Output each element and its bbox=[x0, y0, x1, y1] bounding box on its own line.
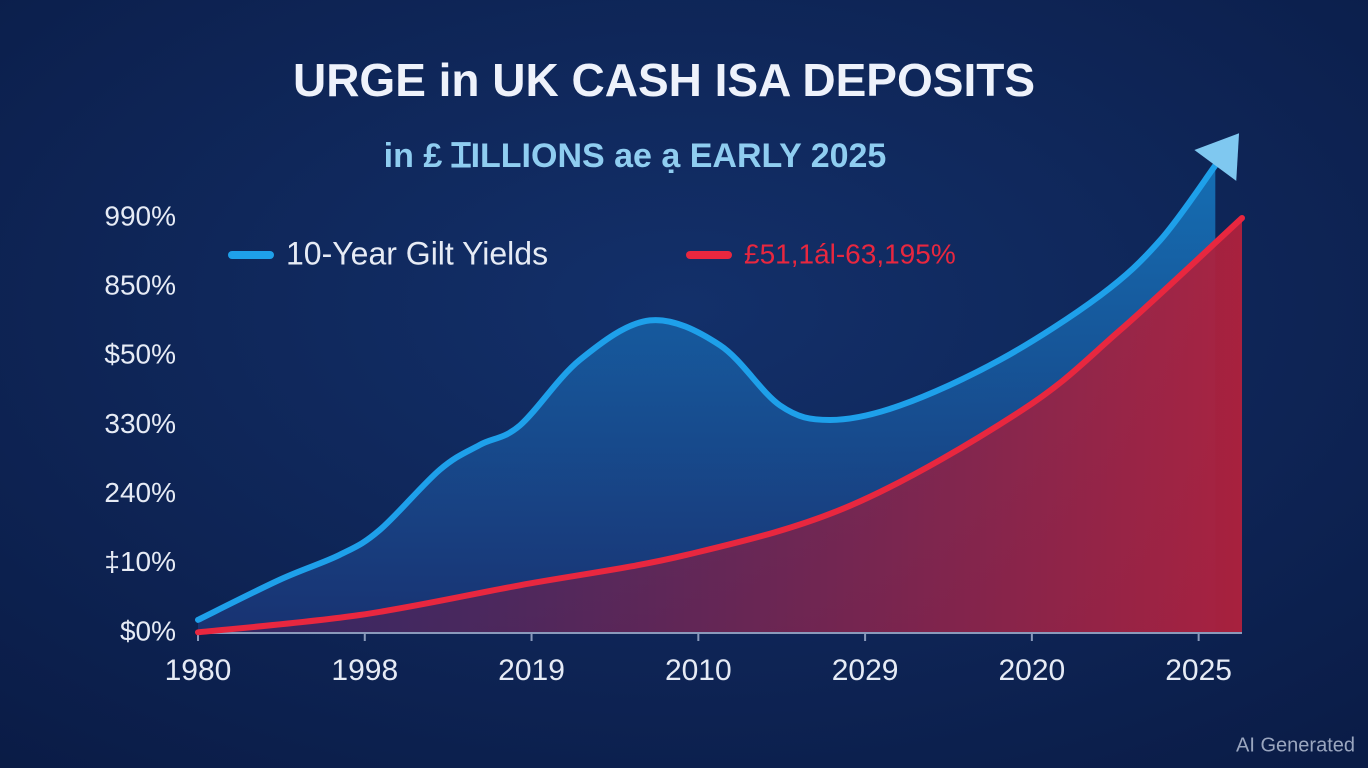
y-tick-label: $0% bbox=[120, 615, 176, 646]
watermark: AI Generated bbox=[1236, 734, 1355, 756]
x-tick-label: 2010 bbox=[665, 654, 732, 687]
x-tick-label: 2029 bbox=[832, 654, 899, 687]
y-tick-label: ‡10% bbox=[104, 546, 176, 577]
y-tick-label: 990% bbox=[104, 200, 176, 231]
chart-title: URGE in UK CASH ISA DEPOSITS bbox=[293, 54, 1035, 106]
y-tick-label: 330% bbox=[104, 408, 176, 439]
arrow-head bbox=[1194, 133, 1240, 181]
series-line bbox=[195, 215, 1245, 636]
x-tick-label: 2020 bbox=[998, 654, 1065, 687]
x-tick-label: 1998 bbox=[331, 654, 398, 687]
x-tick-label: 2025 bbox=[1165, 654, 1232, 687]
legend-label: 10-Year Gilt Yields bbox=[286, 235, 548, 271]
x-tick-label: 1980 bbox=[165, 654, 232, 687]
y-tick-label: $50% bbox=[104, 339, 176, 370]
series-area bbox=[198, 218, 1242, 633]
x-tick-label: 2019 bbox=[498, 654, 565, 687]
chart-subtitle: in £ ꞮILLIONS ae ạ EARLY 2025 bbox=[384, 137, 887, 175]
legend-label: £51,1ál-63,195% bbox=[744, 238, 956, 269]
y-tick-label: 850% bbox=[104, 270, 176, 301]
series-line bbox=[195, 162, 1219, 623]
y-tick-label: 240% bbox=[104, 477, 176, 508]
